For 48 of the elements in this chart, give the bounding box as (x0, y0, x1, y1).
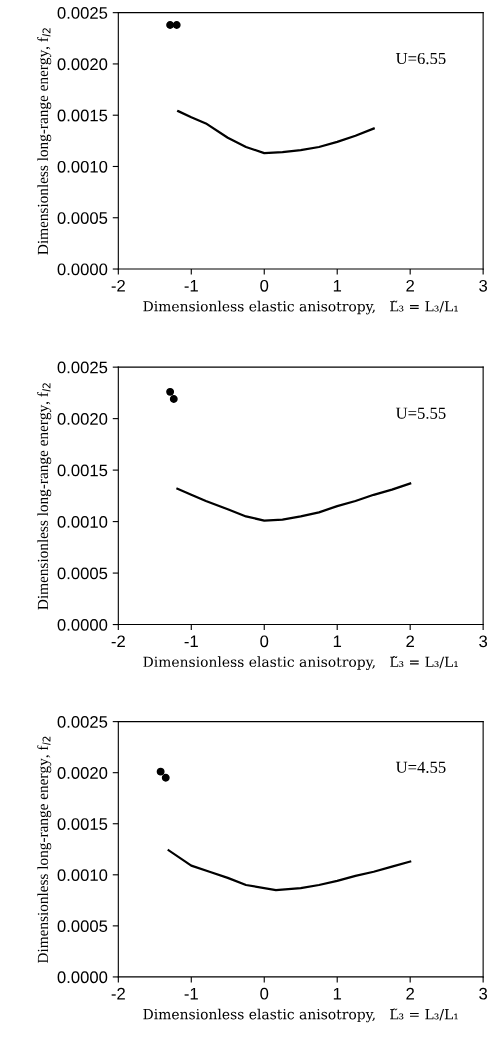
annotation: U=4.55 (395, 761, 446, 773)
y-tick-label: 0.0015 (57, 109, 108, 122)
y-tick-label: 0.0015 (57, 464, 108, 477)
x-axis-title: Dimensionless elastic anisotropy, L̃₃ = L₃/L₁ (143, 1008, 458, 1023)
y-tick-label: 0.0005 (57, 920, 108, 933)
y-tick-label: 0.0020 (57, 58, 108, 71)
x-tick-label: -2 (111, 279, 125, 292)
x-tick-label: 1 (333, 987, 342, 1000)
x-tick-label: 0 (260, 635, 269, 648)
x-tick-label: 2 (406, 987, 414, 1000)
x-axis-title: Dimensionless elastic anisotropy, L̃₃ = L₃/L₁ (143, 300, 458, 315)
y-axis-title: Dimensionless long-range energy, f$_{l2}$ (37, 383, 52, 610)
y-tick-label: 0.0025 (57, 361, 108, 374)
x-tick-label: 0 (260, 279, 269, 292)
x-tick-label: -1 (184, 987, 198, 1000)
y-axis-title: Dimensionless long-range energy, f$_{l2}$ (37, 736, 52, 964)
y-tick-label: 0.0015 (57, 818, 108, 830)
x-tick-label: -2 (111, 987, 125, 1000)
y-tick-label: 0.0005 (57, 567, 108, 580)
annotation: U=6.55 (395, 52, 446, 65)
x-axis-title: Dimensionless elastic anisotropy, L̃₃ = L₃/L₁ (143, 656, 458, 670)
x-tick-label: 3 (479, 987, 488, 1000)
y-tick-label: 0.0020 (57, 413, 108, 425)
y-tick-label: 0.0020 (57, 767, 108, 779)
line-series (176, 482, 412, 522)
y-tick-label: 0.0025 (57, 716, 108, 728)
x-tick-label: -2 (111, 635, 125, 648)
line-series (177, 109, 375, 155)
y-axis-title: Dimensionless long-range energy, f$_{l2}$ (37, 28, 52, 255)
line-series (167, 849, 412, 892)
x-tick-label: 3 (479, 279, 488, 292)
y-tick-label: 0.0025 (57, 7, 108, 19)
y-tick-label: 0.0000 (57, 263, 108, 276)
x-tick-label: 3 (479, 635, 488, 648)
x-tick-label: 1 (333, 280, 342, 292)
x-tick-label: 2 (406, 279, 414, 292)
annotation: U=5.55 (395, 407, 446, 419)
x-tick-label: 2 (406, 635, 414, 648)
y-tick-label: 0.0010 (57, 515, 108, 528)
y-tick-label: 0.0005 (57, 212, 108, 224)
x-tick-label: -1 (184, 280, 198, 292)
y-tick-label: 0.0010 (57, 869, 108, 882)
y-tick-label: 0.0000 (57, 971, 108, 984)
y-tick-label: 0.0010 (57, 160, 108, 173)
x-tick-label: -1 (184, 635, 198, 648)
x-tick-label: 0 (260, 987, 269, 1000)
y-tick-label: 0.0000 (57, 618, 108, 631)
x-tick-label: 1 (333, 635, 342, 648)
